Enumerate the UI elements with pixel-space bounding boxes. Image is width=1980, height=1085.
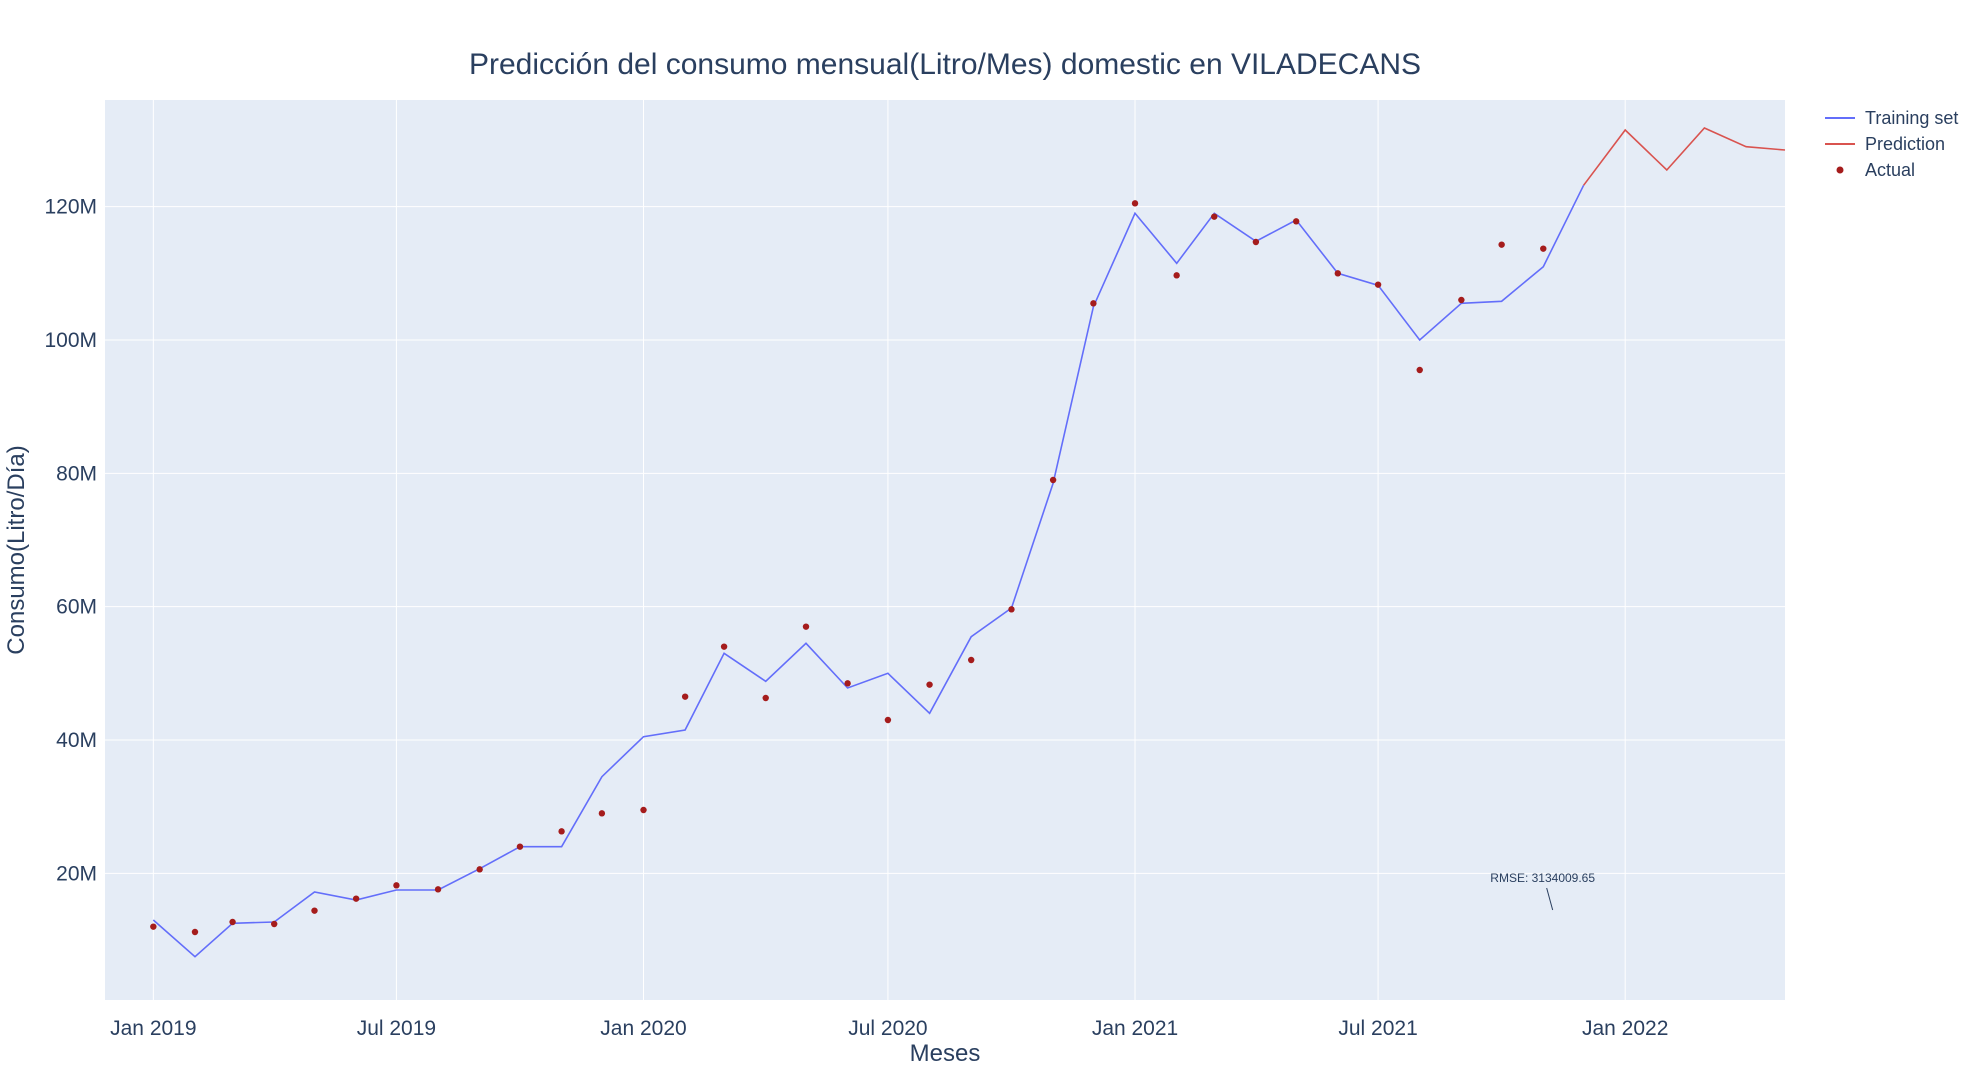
series-line-training-set [152, 184, 1585, 958]
data-point-actual [393, 882, 400, 889]
annotation-arrow [1546, 887, 1554, 911]
x-tick-label: Jul 2020 [848, 1017, 927, 1040]
chart-title: Predicción del consumo mensual(Litro/Mes… [469, 48, 1421, 81]
legend[interactable]: Training set Prediction Actual [1825, 108, 1958, 180]
data-point-actual [311, 907, 318, 914]
data-point-actual [1334, 270, 1342, 277]
data-point-actual [558, 828, 565, 835]
data-point-actual [967, 656, 975, 664]
data-point-actual [1458, 296, 1465, 304]
data-point-actual [1173, 272, 1180, 279]
data-point-actual [1131, 200, 1139, 207]
data-point-actual [1252, 238, 1260, 246]
legend-marker-swatch [1836, 166, 1844, 174]
legend-label: Prediction [1865, 134, 1945, 154]
data-point-actual [1211, 213, 1218, 220]
series-line-prediction [1582, 127, 1786, 186]
data-point-actual [191, 928, 199, 936]
x-tick-label: Jul 2019 [357, 1017, 436, 1040]
data-point-actual [1090, 300, 1097, 307]
data-point-actual [802, 623, 810, 630]
data-point-actual [150, 923, 157, 930]
data-point-actual [1540, 245, 1547, 252]
x-tick-label: Jul 2021 [1338, 1017, 1417, 1040]
data-point-actual [352, 895, 360, 902]
data-point-actual [884, 716, 892, 724]
data-point-actual [720, 643, 728, 650]
legend-item[interactable]: Training set [1825, 108, 1958, 128]
plot-area [105, 100, 1785, 1000]
data-point-actual [434, 886, 442, 893]
data-point-actual [681, 693, 689, 700]
x-tick-label: Jan 2022 [1582, 1017, 1668, 1040]
legend-label: Training set [1865, 108, 1958, 128]
data-point-actual [516, 843, 524, 850]
legend-item[interactable]: Actual [1836, 160, 1916, 180]
data-point-actual [1292, 218, 1300, 225]
x-axis-title: Meses [910, 1040, 981, 1067]
series-layer [150, 127, 1786, 958]
y-tick-label: 120M [44, 196, 97, 219]
y-tick-label: 20M [56, 862, 97, 885]
tick-labels: Jan 2019 Jul 2019 Jan 2020 Jul 2020 Jan 2021… [44, 196, 1668, 1040]
y-axis-title: Consumo(Litro/Día) [3, 445, 30, 654]
annotations: RMSE: 3134009.65 [1490, 871, 1595, 911]
data-point-actual [844, 680, 851, 687]
legend-label: Actual [1865, 160, 1915, 180]
data-point-actual [762, 694, 769, 702]
annotation-text: RMSE: 3134009.65 [1490, 871, 1595, 885]
x-tick-label: Jan 2020 [600, 1017, 686, 1040]
data-point-actual [1498, 241, 1505, 248]
data-point-actual [1416, 366, 1423, 374]
y-tick-label: 60M [56, 596, 97, 619]
data-point-actual [476, 866, 483, 873]
y-tick-label: 40M [56, 729, 97, 752]
x-tick-label: Jan 2019 [110, 1017, 196, 1040]
data-point-actual [640, 806, 647, 814]
data-point-actual [271, 920, 278, 928]
grid-lines [105, 100, 1785, 1000]
y-tick-label: 100M [44, 329, 97, 352]
data-point-actual [1374, 281, 1382, 288]
y-tick-label: 80M [56, 462, 97, 485]
x-tick-label: Jan 2021 [1092, 1017, 1178, 1040]
data-point-actual [229, 918, 236, 926]
data-point-actual [1008, 606, 1015, 613]
legend-item[interactable]: Prediction [1825, 134, 1945, 154]
data-point-actual [1049, 476, 1057, 484]
data-point-actual [598, 810, 606, 817]
data-point-actual [926, 681, 933, 688]
